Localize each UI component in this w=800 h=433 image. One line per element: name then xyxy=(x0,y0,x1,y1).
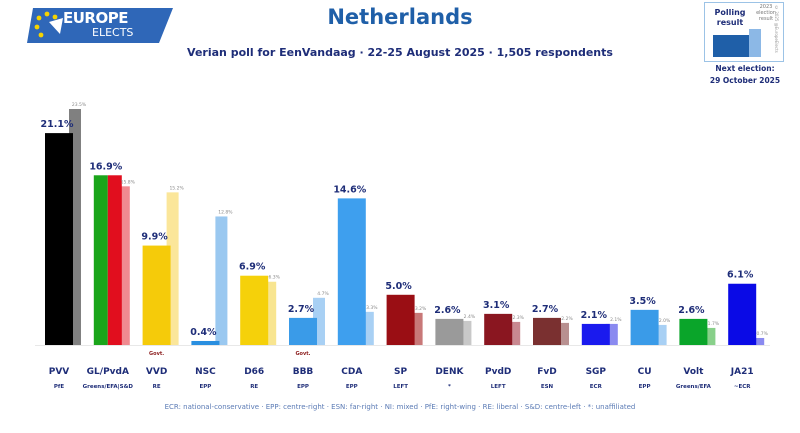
group-label: LEFT xyxy=(491,384,506,390)
stars-icon xyxy=(34,11,58,38)
poll-bar xyxy=(93,175,108,345)
poll-bar xyxy=(630,309,659,345)
poll-value-label: 6.9% xyxy=(239,262,266,273)
poll-value-label: 2.1% xyxy=(581,310,608,321)
govt-marker: Govt. xyxy=(295,351,310,357)
poll-value-label: 9.9% xyxy=(141,232,168,243)
poll-value-label: 21.1% xyxy=(41,119,74,130)
poll-bar xyxy=(289,317,317,345)
previous-value-label: 15.2% xyxy=(169,185,184,191)
legend-previous-swatch xyxy=(749,29,761,57)
group-label: Greens/EFA xyxy=(676,384,712,390)
previous-value-label: 2.4% xyxy=(464,314,476,320)
previous-value-label: 0.7% xyxy=(756,331,768,337)
party-label: DENK xyxy=(435,367,464,377)
poll-bar xyxy=(45,133,73,345)
poll-value-label: 14.6% xyxy=(333,184,366,195)
poll-bar xyxy=(107,175,122,345)
group-label: RE xyxy=(153,384,161,390)
poll-bar xyxy=(240,275,269,345)
poll-value-label: 3.1% xyxy=(483,300,510,311)
europe-elects-logo xyxy=(27,8,173,43)
previous-bar xyxy=(215,216,228,345)
poll-bar xyxy=(435,318,464,345)
previous-value-label: 6.3% xyxy=(268,275,280,281)
party-label: VVD xyxy=(146,367,167,377)
group-label: RE xyxy=(250,384,258,390)
poll-bar xyxy=(337,198,366,345)
poll-value-label: 3.5% xyxy=(629,296,656,307)
poll-bar xyxy=(728,283,757,345)
party-label: JA21 xyxy=(730,367,754,377)
govt-marker: Govt. xyxy=(149,351,164,357)
previous-value-label: 12.8% xyxy=(218,209,233,215)
previous-value-label: 2.3% xyxy=(512,315,524,321)
legend-polling-label: Polling result xyxy=(714,8,746,27)
previous-value-label: 2.0% xyxy=(659,318,671,324)
party-label: CU xyxy=(638,367,652,377)
group-label: EPP xyxy=(346,384,358,390)
group-label: ECR xyxy=(590,384,603,390)
party-label: PvdD xyxy=(485,367,511,377)
poll-bar xyxy=(142,245,171,345)
footnote: ECR: national-conservative · EPP: centre… xyxy=(164,403,636,411)
party-label: GL/PvdA xyxy=(87,367,129,377)
previous-value-label: 2.2% xyxy=(561,316,573,322)
group-label: Greens/EFA|S&D xyxy=(83,384,134,390)
party-label: SGP xyxy=(586,367,607,377)
poll-value-label: 2.6% xyxy=(678,305,705,316)
poll-bar xyxy=(191,340,220,345)
poll-bar xyxy=(581,323,610,345)
poll-value-label: 2.7% xyxy=(288,304,315,315)
party-label: CDA xyxy=(341,367,362,377)
next-election-date: 29 October 2025 xyxy=(709,76,781,85)
group-label: LEFT xyxy=(393,384,408,390)
poll-value-label: 0.4% xyxy=(190,327,217,338)
poll-value-label: 16.9% xyxy=(89,161,122,172)
chart-title: Netherlands xyxy=(327,5,473,29)
group-label: EPP xyxy=(297,384,309,390)
party-label: FvD xyxy=(537,367,557,377)
poll-value-label: 2.6% xyxy=(434,305,461,316)
group-label: EPP xyxy=(199,384,211,390)
party-label: D66 xyxy=(244,367,264,377)
chart-subtitle: Verian poll for EenVandaag · 22-25 Augus… xyxy=(187,46,613,59)
group-label: PfE xyxy=(54,384,64,390)
previous-value-label: 15.8% xyxy=(121,179,136,185)
previous-value-label: 4.7% xyxy=(317,291,329,297)
previous-value-label: 3.3% xyxy=(366,305,378,311)
group-label: * xyxy=(448,384,451,390)
legend-previous-label: 2023 election result xyxy=(756,4,776,22)
previous-value-label: 1.7% xyxy=(708,321,720,327)
next-election-label: Next election: xyxy=(715,64,775,73)
legend-credit: © 2025 @EuropeElects xyxy=(774,5,779,53)
group-label: ~ECR xyxy=(734,384,751,390)
poll-bar xyxy=(679,318,708,345)
poll-bar xyxy=(484,313,513,345)
poll-bar xyxy=(386,294,415,345)
party-label: SP xyxy=(394,367,407,377)
legend-polling-swatch xyxy=(713,35,749,57)
previous-value-label: 23.5% xyxy=(72,102,87,108)
party-label: PVV xyxy=(49,367,70,377)
group-label: EPP xyxy=(639,384,651,390)
party-label: BBB xyxy=(293,367,314,377)
poll-value-label: 6.1% xyxy=(727,270,754,281)
poll-value-label: 2.7% xyxy=(532,304,559,315)
party-label: NSC xyxy=(195,367,216,377)
logo-line1: EUROPE xyxy=(63,9,128,27)
previous-value-label: 3.2% xyxy=(415,306,427,312)
poll-bar xyxy=(533,317,561,345)
previous-value-label: 2.1% xyxy=(610,317,622,323)
party-label: Volt xyxy=(683,367,704,377)
poll-value-label: 5.0% xyxy=(385,281,412,292)
group-label: ESN xyxy=(541,384,554,390)
previous-bar xyxy=(752,337,765,345)
logo-line2: ELECTS xyxy=(92,26,134,39)
